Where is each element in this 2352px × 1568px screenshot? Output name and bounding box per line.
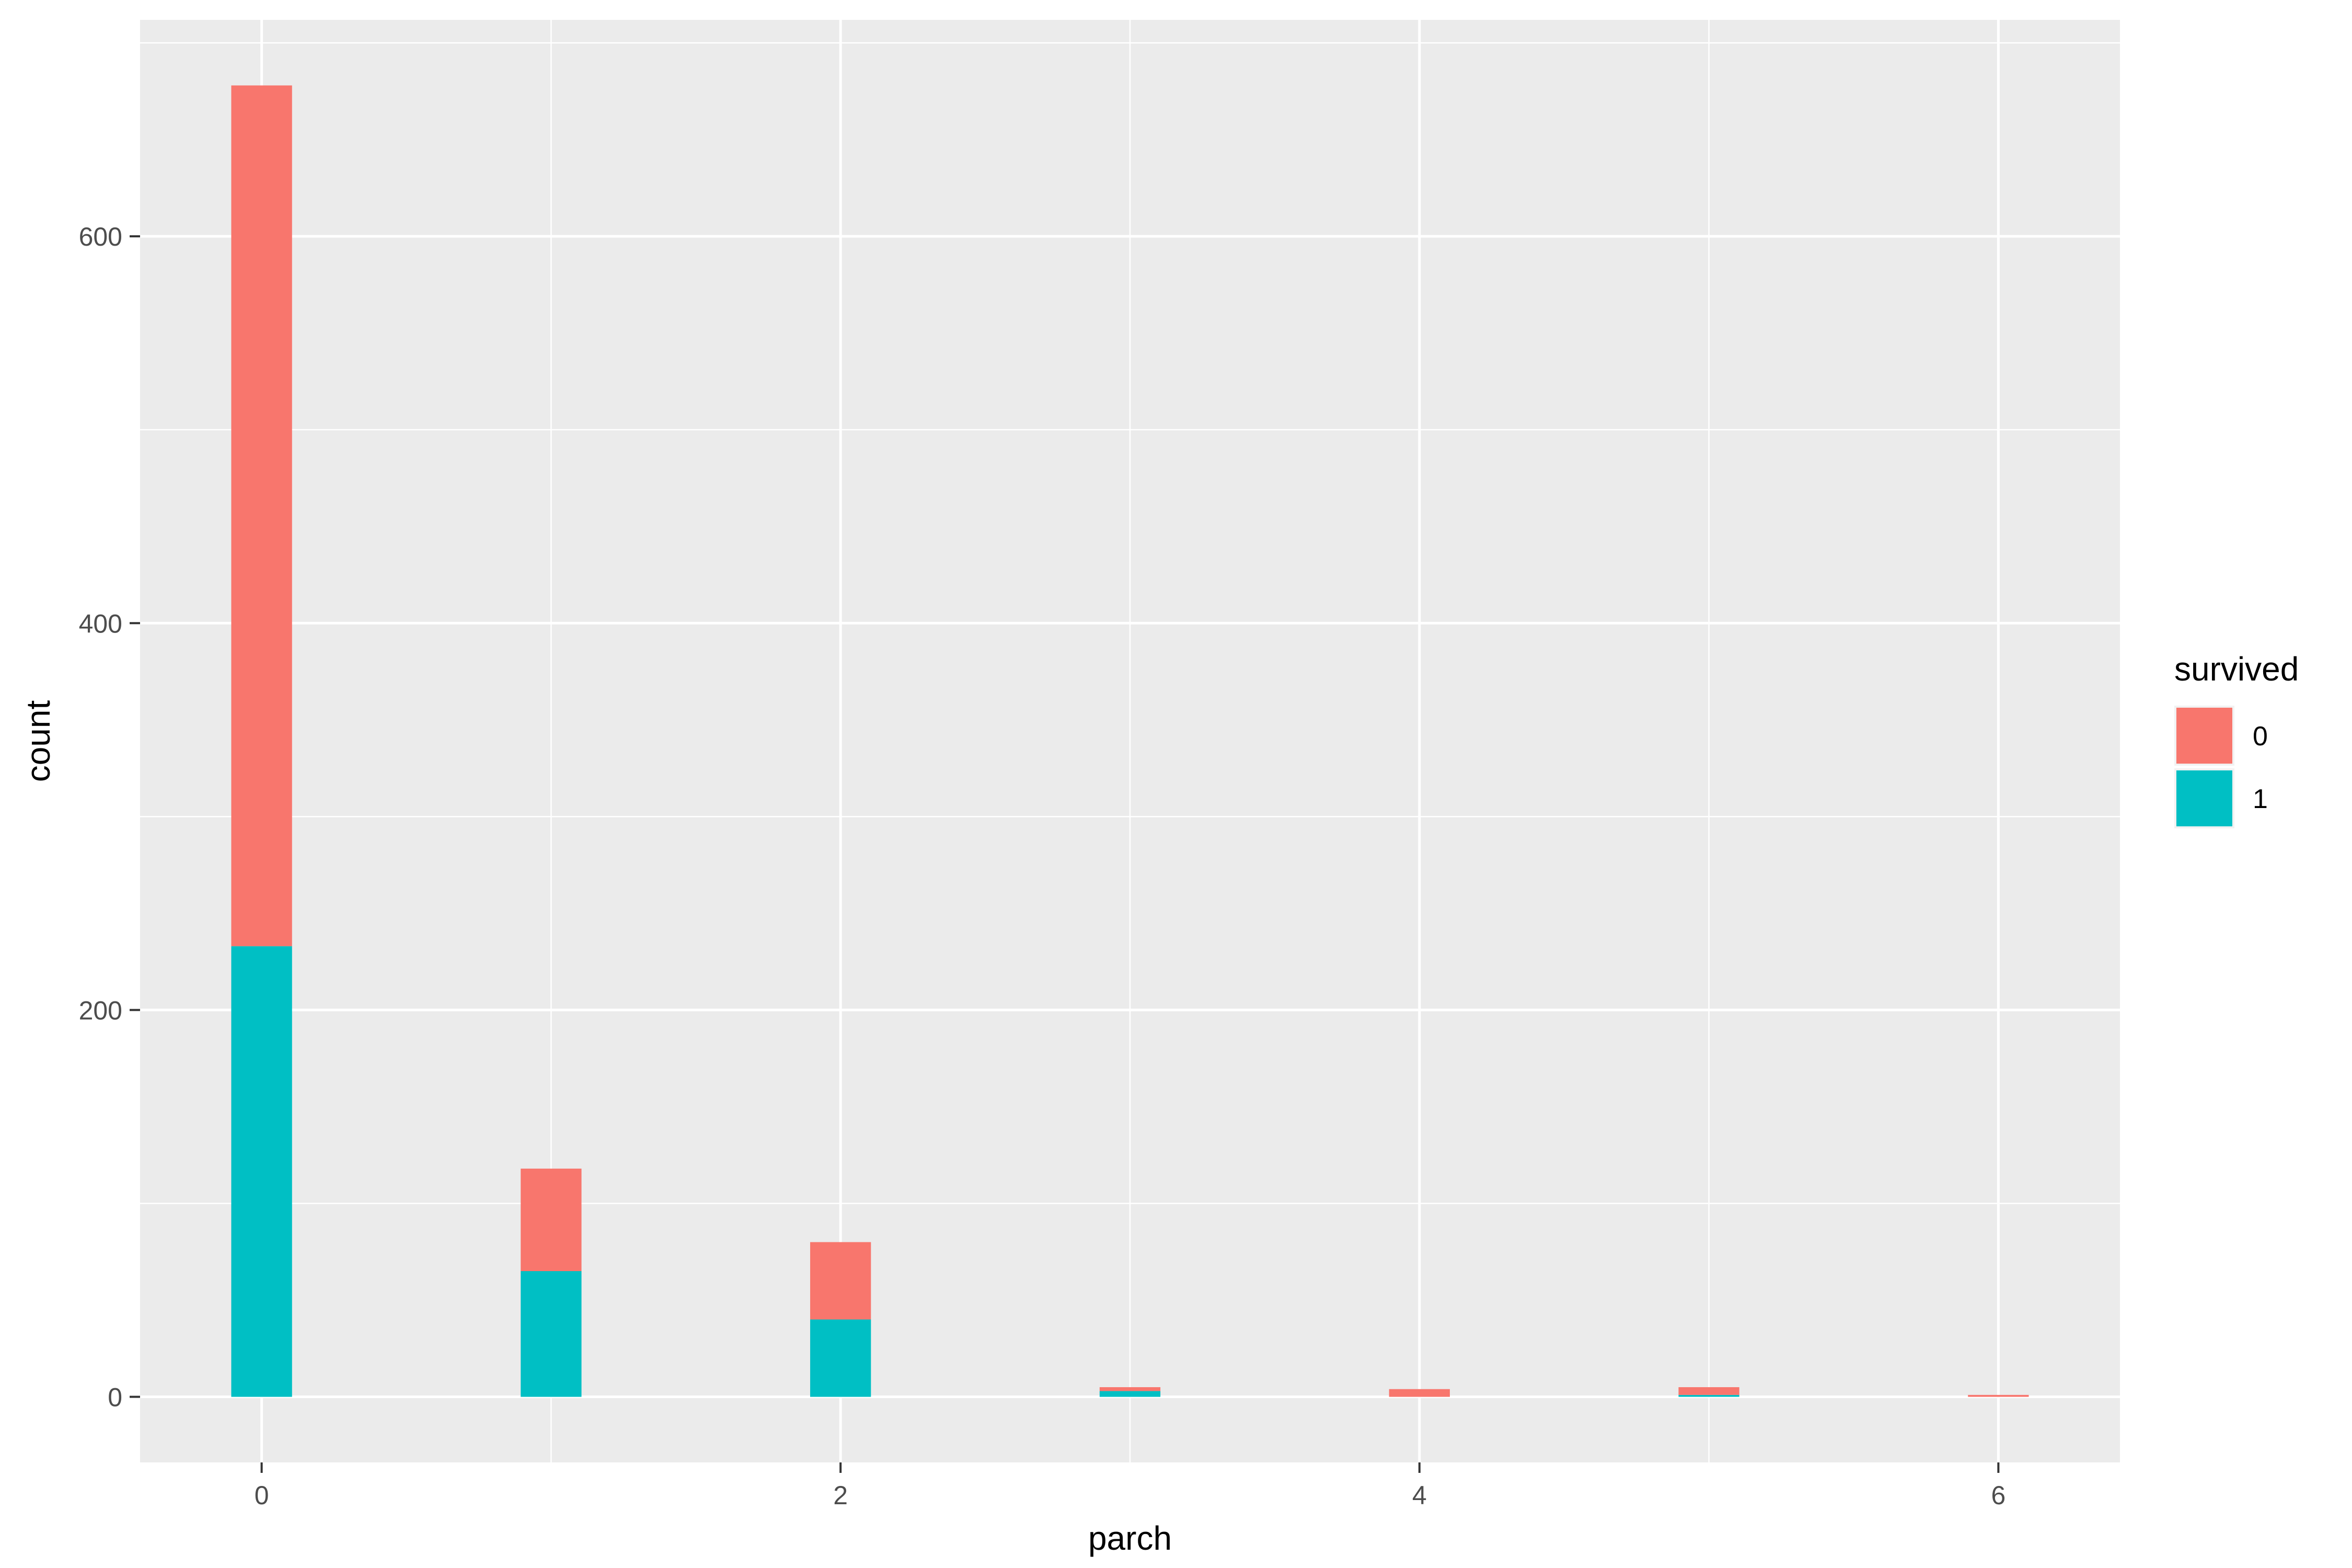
legend: survived 01	[2174, 650, 2299, 828]
bar-segment-survived-1-parch-5	[1678, 1394, 1739, 1397]
y-tick-label: 200	[79, 996, 122, 1025]
grid-lines	[140, 20, 2120, 1462]
bar-segment-survived-0-parch-3	[1099, 1387, 1161, 1391]
legend-label-0: 0	[2253, 721, 2268, 752]
x-tick-label: 2	[833, 1481, 848, 1510]
x-tick-label: 0	[255, 1481, 269, 1510]
bar-segment-survived-1-parch-0	[231, 946, 292, 1397]
bar-segment-survived-1-parch-1	[521, 1271, 582, 1397]
y-tick-label: 600	[79, 222, 122, 251]
bar-segment-survived-0-parch-6	[1968, 1394, 2029, 1397]
bar-segment-survived-0-parch-4	[1389, 1389, 1450, 1397]
legend-swatch-1	[2176, 770, 2232, 826]
bars	[231, 85, 2029, 1397]
y-tick-label: 0	[108, 1383, 122, 1412]
legend-items: 01	[2174, 706, 2268, 828]
bar-segment-survived-0-parch-2	[810, 1242, 871, 1320]
y-axis-title: count	[19, 700, 57, 782]
bar-segment-survived-0-parch-0	[231, 85, 292, 947]
y-tick-label: 400	[79, 609, 122, 638]
legend-label-1: 1	[2253, 784, 2268, 814]
bar-segment-survived-1-parch-3	[1099, 1391, 1161, 1397]
x-tick-label: 4	[1412, 1481, 1427, 1510]
bar-segment-survived-0-parch-1	[521, 1168, 582, 1271]
legend-title: survived	[2174, 650, 2299, 688]
bar-segment-survived-1-parch-2	[810, 1319, 871, 1397]
y-axis-ticks: 0 200 400 600	[79, 222, 140, 1412]
x-axis-title: parch	[1088, 1519, 1172, 1557]
bar-segment-survived-0-parch-5	[1678, 1387, 1739, 1395]
x-axis-ticks: 0 2 4 6	[255, 1462, 2005, 1510]
x-tick-label: 6	[1991, 1481, 2005, 1510]
legend-swatch-0	[2176, 708, 2232, 764]
